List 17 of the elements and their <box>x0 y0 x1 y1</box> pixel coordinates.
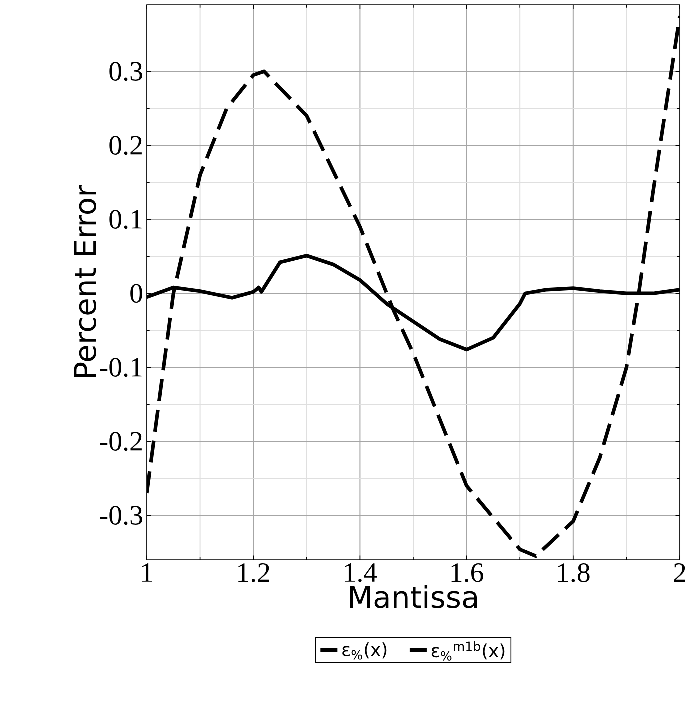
y-tick-label: -0.1 <box>100 358 142 378</box>
x-tick-label: 1.4 <box>345 564 378 582</box>
x-tick-label: 2 <box>674 564 686 582</box>
x-tick-label: 1.8 <box>558 564 590 582</box>
y-tick-label: 0.3 <box>110 62 142 82</box>
y-tick-label: 0 <box>130 284 142 304</box>
y-axis-title: Percent Error <box>74 185 96 377</box>
legend-label: ε$_{%}$(x) <box>342 642 387 660</box>
y-tick-label: 0.2 <box>110 136 142 156</box>
y-tick-label: -0.3 <box>100 506 142 526</box>
legend-label: ε$_{%}$$^{m1b}$(x) <box>432 642 505 661</box>
y-tick-label: -0.2 <box>100 432 142 452</box>
y-tick-label: 0.1 <box>110 210 142 230</box>
x-tick-label: 1 <box>142 564 152 582</box>
x-axis-title: Mantissa <box>350 585 478 608</box>
x-tick-label: 1.6 <box>452 564 484 582</box>
x-tick-label: 1.2 <box>238 564 270 582</box>
